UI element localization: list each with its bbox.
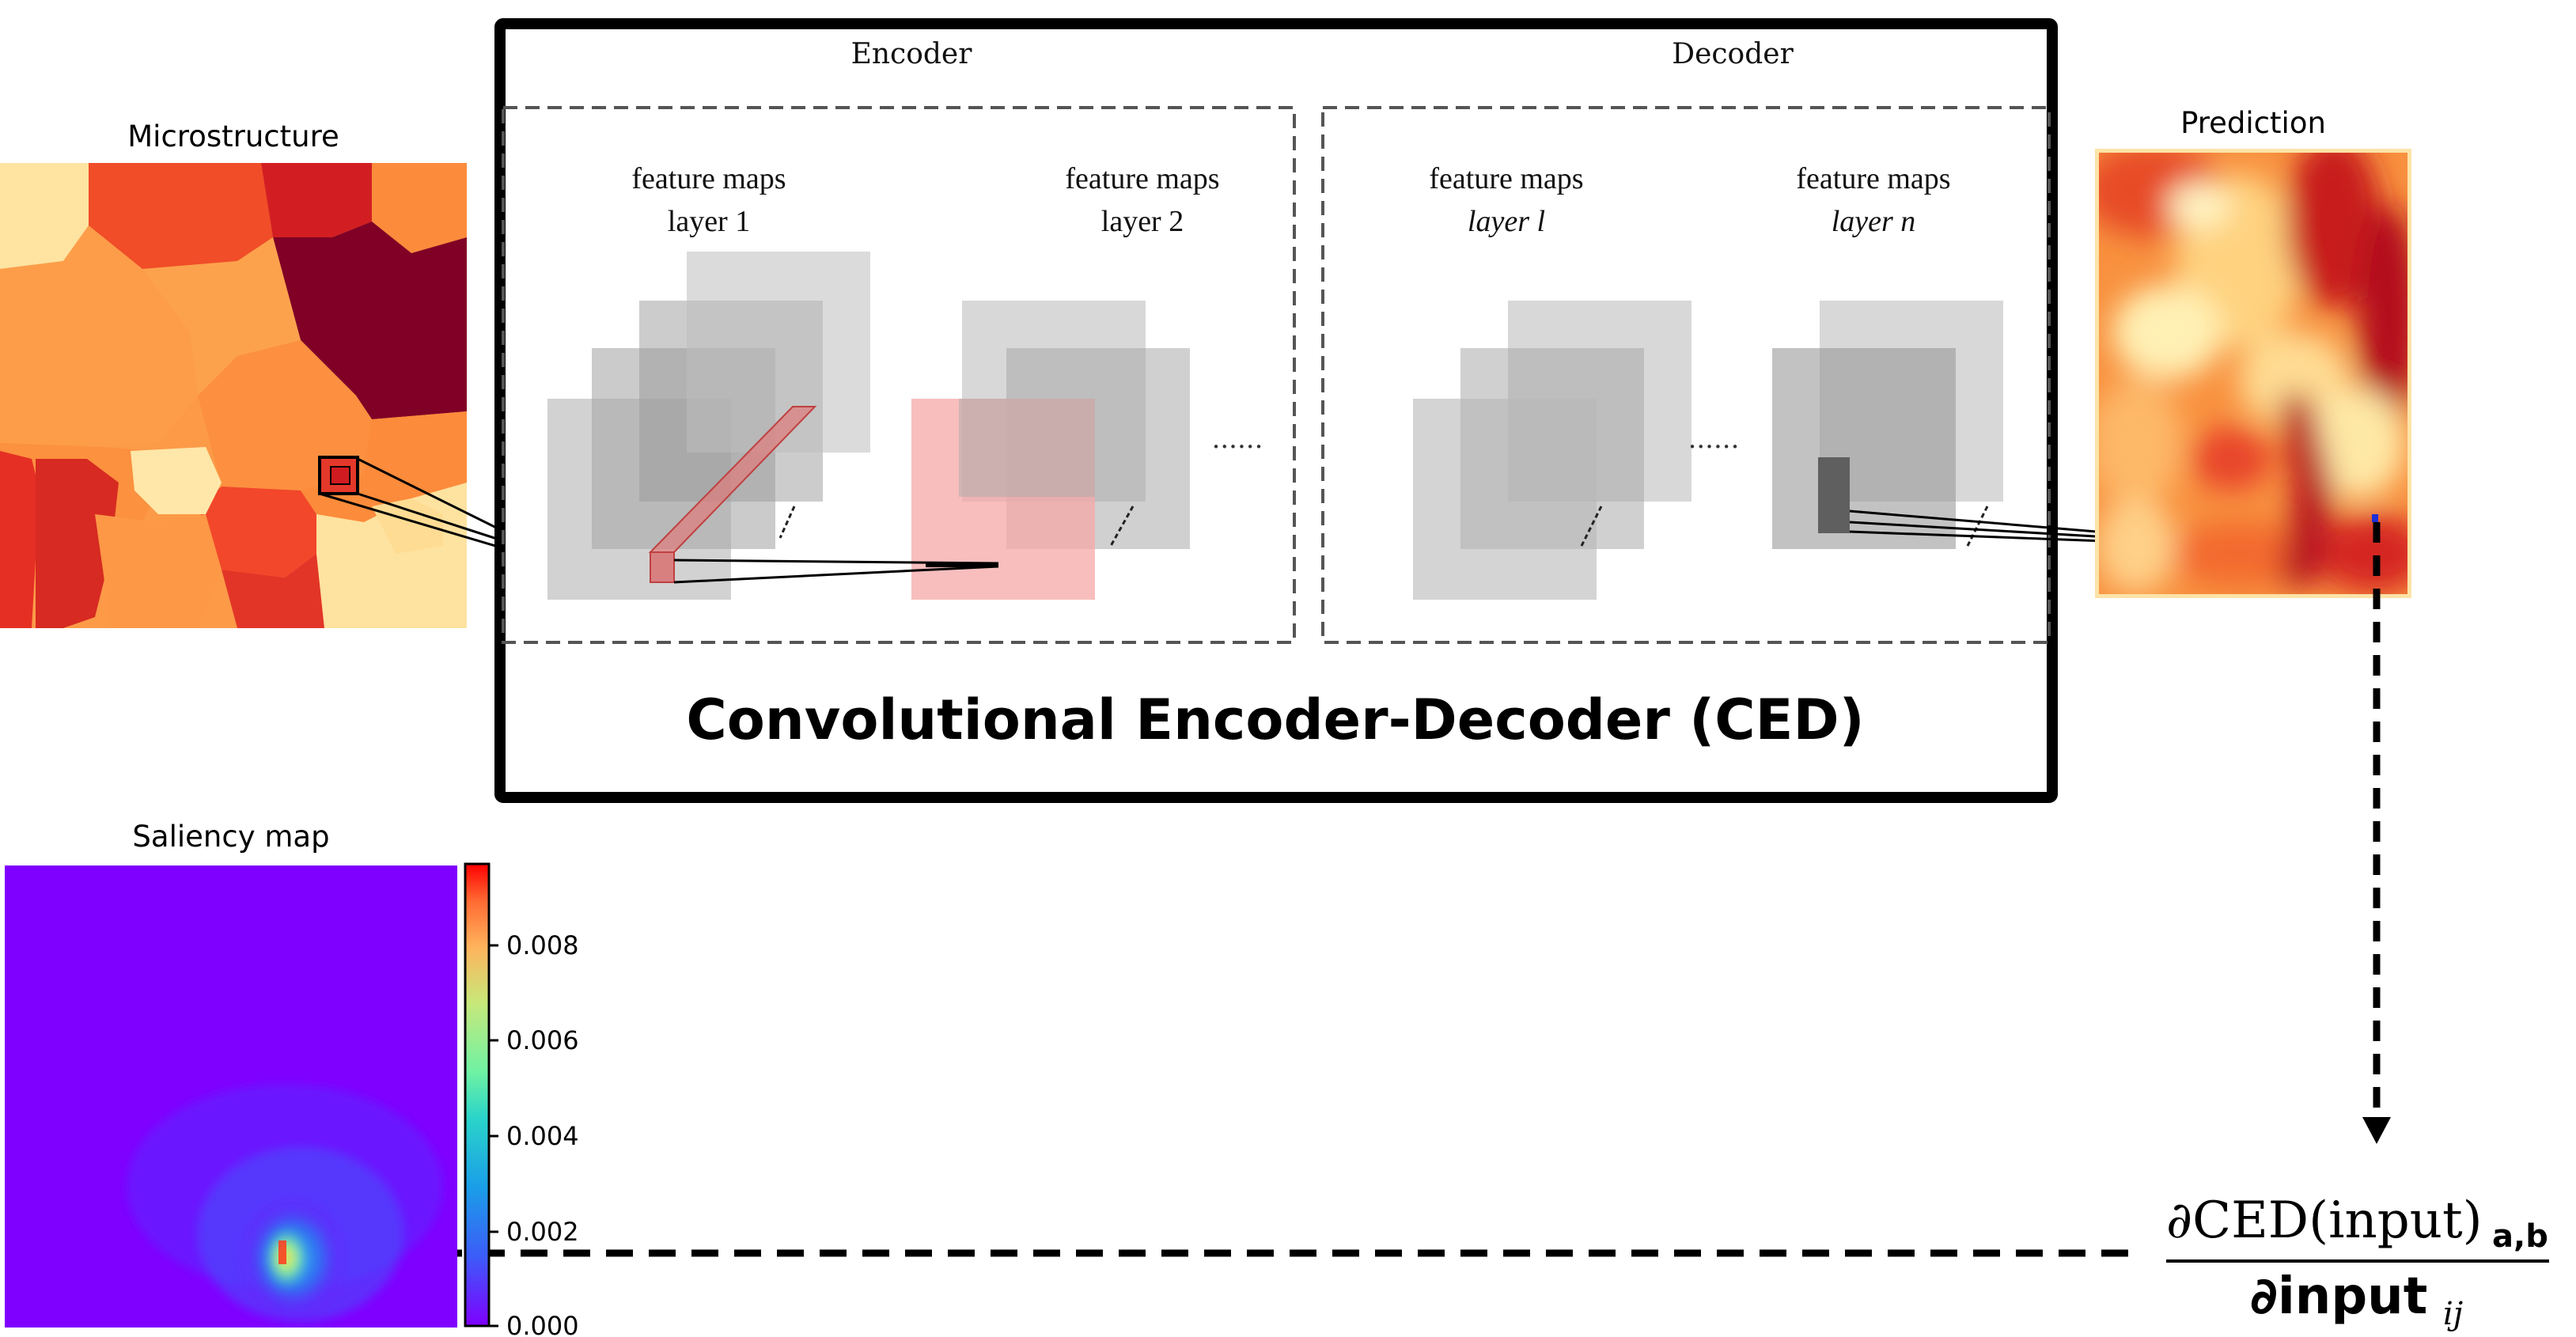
gradient-formula: ∂CED(input) a,b ∂input ij (2166, 1191, 2549, 1332)
formula-denominator-sub: ij (2443, 1296, 2463, 1332)
decoder-box (1321, 106, 2051, 644)
colorbar-tick-0: 0.008 (506, 930, 579, 960)
decoder-layer-l-maps (1413, 301, 1691, 600)
formula-numerator-sub: a,b (2492, 1218, 2548, 1255)
prediction-title: Prediction (2180, 106, 2326, 140)
saliency-colorbar (464, 862, 491, 1328)
encoder-block1-line1: feature maps (631, 162, 786, 195)
colorbar-tick-3: 0.002 (506, 1217, 579, 1247)
encoder-block2-line1: feature maps (1065, 162, 1219, 195)
ced-caption: Convolutional Encoder-Decoder (CED) (686, 687, 1864, 752)
colorbar-tick-1: 0.006 (506, 1025, 579, 1055)
ced-frame (494, 18, 2058, 803)
prediction-image (2095, 149, 2411, 598)
colorbar-ticks (489, 944, 498, 1328)
formula-denominator: ∂input (2250, 1267, 2427, 1326)
decoder-block1-line1: feature maps (1429, 162, 1583, 195)
microstructure-image (0, 163, 467, 628)
encoder-ellipsis: ...... (1212, 423, 1263, 455)
encoder-layer1-maps (547, 252, 870, 600)
encoder-block1-line2: layer 1 (668, 205, 750, 238)
decoder-block1-line2: layer l (1468, 205, 1545, 238)
decoder-block2-line2: layer n (1832, 205, 1916, 238)
saliency-title: Saliency map (132, 820, 329, 854)
microstructure-title: Microstructure (127, 119, 339, 153)
down-arrowhead (2362, 1117, 2391, 1144)
saliency-image (5, 865, 457, 1328)
formula-numerator: ∂CED(input) (2166, 1191, 2483, 1250)
decoder-layer-n-maps (1772, 301, 2003, 549)
encoder-box (502, 106, 1296, 644)
encoder-label: Encoder (851, 38, 973, 70)
decoder-block2-line1: feature maps (1796, 162, 1950, 195)
decoder-ellipsis: ...... (1688, 423, 1740, 455)
decoder-label: Decoder (1672, 38, 1794, 70)
encoder-block2-line2: layer 2 (1101, 205, 1184, 238)
encoder-layer2-maps (911, 301, 1190, 600)
encoder-connection-lines (673, 559, 999, 584)
colorbar-tick-4: 0.000 (506, 1311, 579, 1337)
colorbar-tick-2: 0.004 (506, 1121, 579, 1151)
